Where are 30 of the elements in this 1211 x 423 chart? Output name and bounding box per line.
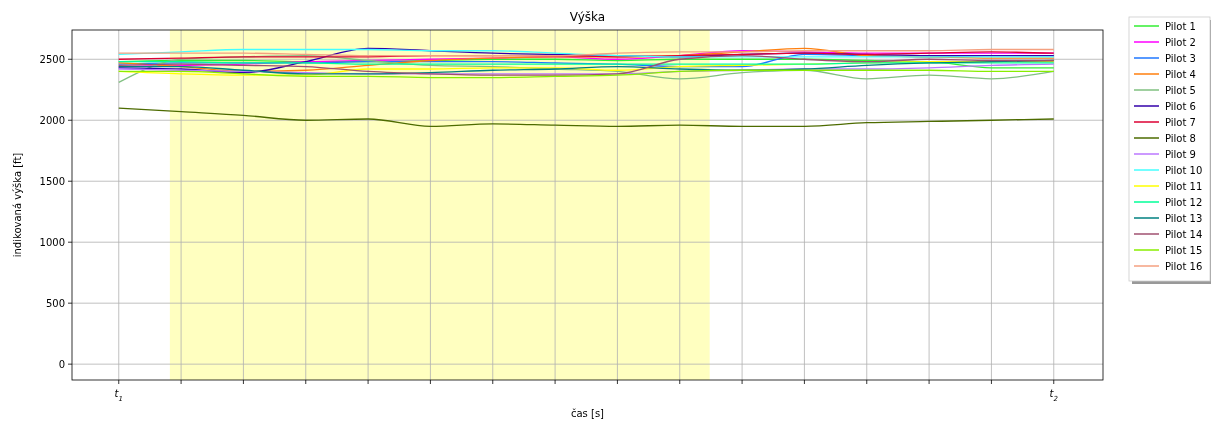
legend-label: Pilot 5 [1165,85,1196,96]
y-tick-label: 0 [58,359,65,371]
line-series [118,69,1055,79]
x-axis-title: čas [s] [570,408,605,419]
legend-label: Pilot 7 [1165,117,1196,128]
y-tick-label: 500 [45,298,65,310]
legend-label: Pilot 14 [1165,229,1203,240]
legend-label: Pilot 4 [1165,69,1196,80]
legend-label: Pilot 13 [1165,213,1203,224]
chart-title: Výška [569,10,606,24]
y-axis-title: indikovaná výška [ft] [12,152,23,258]
x-tick-label: t$_{2}$ [1049,388,1059,403]
y-tick-label: 1500 [39,176,65,188]
legend-label: Pilot 16 [1165,261,1203,272]
legend-label: Pilot 11 [1165,181,1203,192]
y-tick-label: 1000 [39,237,65,249]
x-tick-label: t$_{1}$ [114,388,123,403]
line-series [118,54,1055,76]
line-series [118,107,1055,127]
legend-label: Pilot 12 [1165,197,1203,208]
y-tick-label: 2500 [39,54,65,66]
legend-label: Pilot 3 [1165,53,1196,64]
legend-label: Pilot 6 [1165,101,1196,112]
legend-label: Pilot 10 [1165,165,1203,176]
legend-label: Pilot 15 [1165,245,1203,256]
legend-label: Pilot 9 [1165,149,1196,160]
legend-label: Pilot 2 [1165,37,1196,48]
legend-label: Pilot 8 [1165,133,1196,144]
legend-label: Pilot 1 [1165,21,1196,32]
y-tick-label: 2000 [39,115,65,127]
